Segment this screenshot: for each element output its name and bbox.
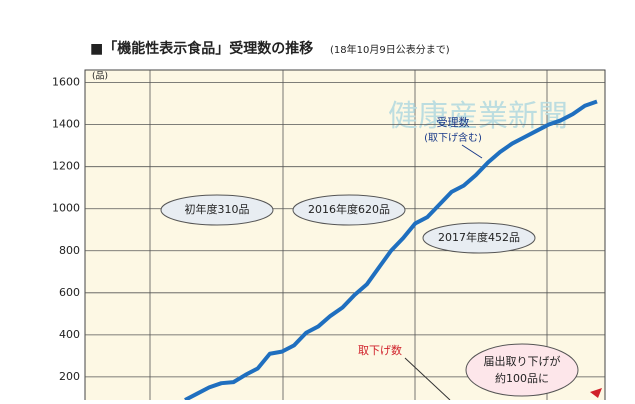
y-tick-label: 400 [59,328,80,341]
y-tick-label: 200 [59,370,80,383]
annotation-bubble [422,222,536,254]
annotation-bubble [160,194,274,226]
y-tick-label: 800 [59,244,80,257]
callout-bubble [465,343,579,397]
y-tick-label: 1200 [52,160,80,173]
arrow [590,388,602,398]
y-tick-label: 1600 [52,76,80,89]
chart-title: ■「機能性表示食品」受理数の推移 [90,40,313,57]
data-line [184,99,598,402]
withdrawn-label: 取下げ数 [358,344,402,357]
y-axis-label: (品) [92,71,108,82]
callout: 届出取り下げが [484,354,561,368]
series-label: 受理数 [437,116,470,129]
y-tick-label: 1400 [52,118,80,131]
chart-subtitle: (18年10月9日公表分まで) [330,43,450,56]
leader-line [461,144,483,159]
series-label: (取下げ含む) [424,131,482,144]
annotation-bubble [292,194,406,226]
y-tick-label: 1000 [52,202,80,215]
callout: 約100品に [495,371,549,385]
annotation: 2017年度452品 [438,230,520,244]
y-tick-label: 600 [59,286,80,299]
leader-line [404,357,451,401]
annotation: 2016年度620品 [308,202,390,216]
annotation: 初年度310品 [185,202,250,216]
